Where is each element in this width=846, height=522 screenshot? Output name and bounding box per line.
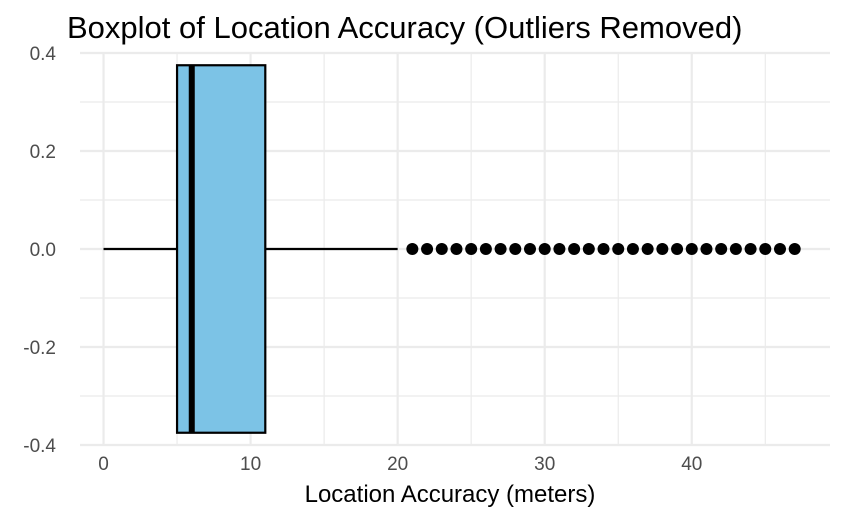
outlier-point <box>671 243 684 255</box>
outlier-point <box>582 243 595 255</box>
y-tick-label: -0.4 <box>23 436 56 457</box>
y-axis-tick-labels: -0.4 -0.2 0.0 0.2 0.4 <box>23 44 56 457</box>
outlier-point <box>494 243 507 255</box>
chart-title: Boxplot of Location Accuracy (Outliers R… <box>67 10 742 45</box>
outlier-point <box>553 243 566 255</box>
x-axis-tick-labels: 0 10 20 30 40 <box>98 454 702 475</box>
outlier-point <box>568 243 581 255</box>
outlier-point <box>538 243 551 255</box>
x-tick-label: 20 <box>387 454 408 475</box>
outlier-point <box>626 243 639 255</box>
outlier-point <box>656 243 669 255</box>
outlier-point <box>509 243 522 255</box>
outlier-point <box>421 243 434 255</box>
outlier-points <box>406 243 801 255</box>
outlier-point <box>685 243 698 255</box>
outlier-point <box>479 243 492 255</box>
outlier-point <box>788 243 801 255</box>
outlier-point <box>729 243 742 255</box>
y-tick-label: -0.2 <box>23 338 56 359</box>
outlier-point <box>465 243 478 255</box>
outlier-point <box>524 243 536 255</box>
x-tick-label: 40 <box>681 454 702 475</box>
x-tick-label: 30 <box>534 454 555 475</box>
outlier-point <box>435 243 448 255</box>
outlier-point <box>774 243 786 255</box>
outlier-point <box>759 243 772 255</box>
outlier-point <box>406 243 419 255</box>
outlier-point <box>641 243 654 255</box>
boxplot-series <box>103 64 398 434</box>
outlier-point <box>715 243 728 255</box>
outlier-point <box>700 243 713 255</box>
outlier-point <box>744 243 757 255</box>
x-tick-label: 10 <box>240 454 261 475</box>
outlier-point <box>450 243 463 255</box>
outlier-point <box>597 243 610 255</box>
x-axis-title: Location Accuracy (meters) <box>305 481 596 508</box>
outlier-point <box>612 243 625 255</box>
y-tick-label: 0.2 <box>30 142 56 163</box>
y-tick-label: 0.4 <box>30 44 57 65</box>
y-tick-label: 0.0 <box>30 240 56 261</box>
x-tick-label: 0 <box>98 454 109 475</box>
